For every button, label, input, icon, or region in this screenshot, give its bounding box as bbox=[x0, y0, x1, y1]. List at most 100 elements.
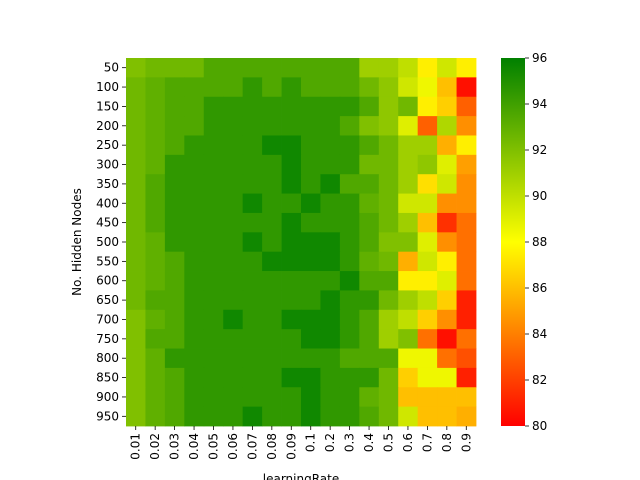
heatmap-cell bbox=[281, 135, 302, 156]
heatmap-cell bbox=[203, 251, 224, 272]
heatmap-cell bbox=[223, 96, 244, 117]
heatmap-cell bbox=[378, 77, 399, 98]
heatmap-cell bbox=[242, 271, 263, 291]
heatmap-cell bbox=[145, 116, 166, 136]
heatmap-cell bbox=[437, 58, 457, 78]
heatmap-cell bbox=[242, 193, 263, 214]
heatmap-cell bbox=[378, 135, 399, 156]
heatmap-cell bbox=[242, 212, 263, 233]
heatmap-cell bbox=[320, 251, 341, 272]
heatmap-cell bbox=[339, 174, 360, 194]
heatmap-cell bbox=[281, 116, 302, 136]
heatmap-cell bbox=[359, 96, 380, 117]
heatmap-cell bbox=[417, 348, 438, 369]
heatmap-cell bbox=[262, 406, 282, 427]
heatmap-cell bbox=[223, 232, 244, 253]
heatmap-cell bbox=[145, 232, 166, 253]
heatmap-cell bbox=[203, 309, 224, 330]
heatmap-cell bbox=[145, 154, 166, 175]
heatmap-cell bbox=[456, 406, 477, 427]
x-tick-label: 0.01 bbox=[129, 433, 143, 460]
heatmap-cell bbox=[417, 135, 438, 156]
heatmap-cell bbox=[301, 154, 321, 175]
heatmap-cell bbox=[126, 387, 146, 408]
heatmap-cell bbox=[339, 154, 360, 175]
y-tick-label: 550 bbox=[96, 254, 119, 268]
x-tick-label: 0.8 bbox=[440, 433, 454, 452]
heatmap-cell bbox=[378, 367, 399, 388]
heatmap-cell bbox=[378, 406, 399, 427]
heatmap-cell bbox=[456, 367, 477, 388]
heatmap-cell bbox=[126, 58, 146, 78]
heatmap-cell bbox=[242, 232, 263, 253]
heatmap-cell bbox=[242, 309, 263, 330]
heatmap-cell bbox=[126, 154, 146, 175]
heatmap-cell bbox=[359, 329, 380, 349]
heatmap-cell bbox=[203, 154, 224, 175]
colorbar-tick-label: 82 bbox=[532, 373, 547, 387]
x-tick-label: 0.5 bbox=[382, 433, 396, 452]
heatmap-cell bbox=[359, 154, 380, 175]
heatmap-cell bbox=[262, 193, 282, 214]
y-tick-label: 250 bbox=[96, 138, 119, 152]
heatmap-cell bbox=[145, 193, 166, 214]
heatmap-cell bbox=[398, 212, 419, 233]
colorbar-ticks: 80 82 84 86 88 90 92 94 96 bbox=[525, 51, 547, 433]
heatmap-cell bbox=[320, 271, 341, 291]
heatmap-cell bbox=[242, 116, 263, 136]
heatmap-cell bbox=[223, 387, 244, 408]
heatmap-cell bbox=[301, 96, 321, 117]
heatmap-cell bbox=[262, 271, 282, 291]
x-tick-label: 0.02 bbox=[148, 433, 162, 460]
heatmap-cell bbox=[223, 77, 244, 98]
heatmap-cell bbox=[398, 387, 419, 408]
heatmap-cell bbox=[184, 77, 205, 98]
heatmap-cell bbox=[301, 174, 321, 194]
heatmap-cell bbox=[242, 406, 263, 427]
heatmap-cell bbox=[320, 135, 341, 156]
heatmap-cell bbox=[339, 232, 360, 253]
y-tick-label: 600 bbox=[96, 274, 119, 288]
x-tick-label: 0.2 bbox=[323, 433, 337, 452]
heatmap-cell bbox=[164, 271, 185, 291]
heatmap-cell bbox=[417, 329, 438, 349]
x-axis-label: learningRate bbox=[263, 472, 339, 480]
heatmap-cell bbox=[126, 290, 146, 311]
heatmap-cell bbox=[203, 387, 224, 408]
heatmap-cell bbox=[242, 154, 263, 175]
heatmap-cell bbox=[417, 193, 438, 214]
heatmap-cell bbox=[262, 135, 282, 156]
colorbar-tick-label: 90 bbox=[532, 189, 547, 203]
y-tick-label: 50 bbox=[104, 61, 119, 75]
y-axis-ticks: 50 100 150 200 250 300 350 400 450 500 550 600 650 70… bbox=[96, 61, 126, 423]
heatmap-cell bbox=[203, 58, 224, 78]
heatmap-cell bbox=[398, 367, 419, 388]
heatmap-cell bbox=[281, 251, 302, 272]
y-tick-label: 650 bbox=[96, 293, 119, 307]
heatmap-cell bbox=[359, 367, 380, 388]
heatmap-cell bbox=[320, 193, 341, 214]
heatmap-cell bbox=[301, 116, 321, 136]
y-tick-label: 350 bbox=[96, 177, 119, 191]
heatmap-cell bbox=[281, 96, 302, 117]
heatmap-cell bbox=[417, 154, 438, 175]
heatmap-cell bbox=[437, 251, 457, 272]
heatmap-cell bbox=[184, 212, 205, 233]
x-tick-label: 0.4 bbox=[362, 433, 376, 452]
heatmap-cell bbox=[203, 271, 224, 291]
heatmap-cell bbox=[378, 232, 399, 253]
heatmap-cell bbox=[262, 154, 282, 175]
heatmap-cell bbox=[223, 348, 244, 369]
heatmap-cell bbox=[378, 329, 399, 349]
y-tick-label: 100 bbox=[96, 80, 119, 94]
heatmap-cell bbox=[223, 193, 244, 214]
heatmap-cell bbox=[301, 329, 321, 349]
heatmap-cell bbox=[378, 309, 399, 330]
heatmap-cells bbox=[126, 58, 477, 427]
heatmap-cell bbox=[164, 96, 185, 117]
heatmap-cell bbox=[378, 58, 399, 78]
heatmap-cell bbox=[126, 212, 146, 233]
heatmap-cell bbox=[437, 116, 457, 136]
heatmap-cell bbox=[184, 193, 205, 214]
heatmap-cell bbox=[223, 212, 244, 233]
